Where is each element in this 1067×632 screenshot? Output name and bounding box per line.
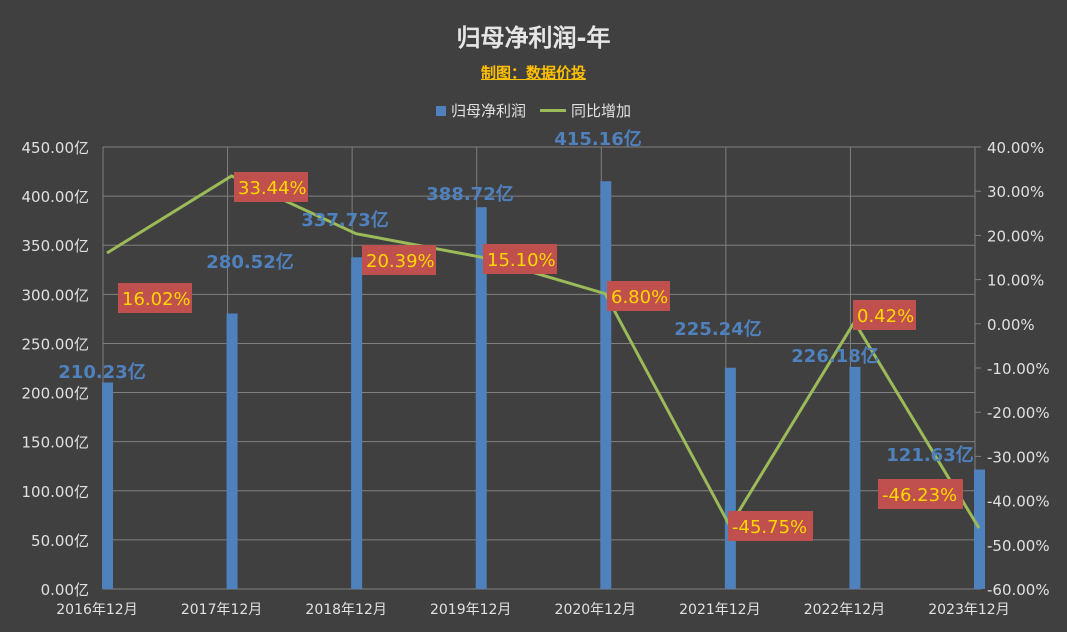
- legend-item-line[interactable]: 同比增加: [540, 100, 631, 121]
- chart-title: 归母净利润-年: [456, 24, 611, 52]
- x-tick-label: 2023年12月: [928, 602, 1009, 618]
- bar: [226, 313, 238, 589]
- x-tick-label: 2020年12月: [555, 602, 636, 618]
- yoy-data-label: 33.44%: [238, 178, 307, 199]
- yoy-data-label: 20.39%: [366, 251, 435, 272]
- bar-data-label: 388.72亿: [426, 183, 513, 205]
- legend-item-bar[interactable]: 归母净利润: [435, 100, 526, 121]
- right-tick-label: -30.00%: [987, 448, 1050, 466]
- bar: [475, 207, 487, 589]
- yoy-data-label: -46.23%: [882, 485, 957, 506]
- yoy-label-box: [118, 283, 192, 313]
- legend: 归母净利润 同比增加: [0, 100, 1067, 121]
- yoy-label-box: [607, 281, 670, 311]
- right-tick-label: -40.00%: [987, 493, 1050, 511]
- chart-subtitle: 制图：数据价投: [480, 64, 586, 82]
- yoy-label-box: [362, 245, 436, 275]
- legend-swatch-bar: [435, 105, 446, 116]
- yoy-data-label: 15.10%: [487, 250, 556, 271]
- left-tick-label: 100.00亿: [22, 483, 90, 501]
- yoy-data-label: 16.02%: [122, 289, 191, 310]
- yoy-label-box: [853, 300, 916, 330]
- right-tick-label: 0.00%: [987, 316, 1035, 334]
- right-tick-label: 30.00%: [987, 183, 1044, 201]
- legend-label: 同比增加: [571, 102, 632, 120]
- bar-data-label: 415.16亿: [554, 128, 641, 150]
- yoy-label-box: [483, 244, 557, 274]
- left-tick-label: 150.00亿: [22, 434, 90, 452]
- bar-data-label: 210.23亿: [58, 361, 145, 383]
- right-tick-label: -20.00%: [987, 404, 1050, 422]
- right-tick-label: -60.00%: [987, 581, 1050, 599]
- left-tick-label: 350.00亿: [22, 237, 90, 255]
- left-tick-label: 250.00亿: [22, 335, 90, 353]
- legend-swatch-line: [540, 109, 566, 112]
- right-tick-label: 20.00%: [987, 227, 1044, 245]
- bar-data-label: 280.52亿: [206, 251, 293, 273]
- bar: [351, 257, 363, 589]
- yoy-data-label: -45.75%: [732, 517, 807, 538]
- bar: [600, 181, 612, 589]
- bar: [102, 382, 113, 589]
- right-tick-label: 10.00%: [987, 272, 1044, 290]
- left-tick-label: 450.00亿: [22, 139, 90, 157]
- x-tick-label: 2018年12月: [305, 602, 386, 618]
- yoy-label-box: [728, 511, 813, 541]
- bar: [974, 469, 985, 589]
- bar-data-label: 121.63亿: [886, 444, 973, 466]
- right-tick-label: 40.00%: [987, 139, 1044, 157]
- left-tick-label: 400.00亿: [22, 188, 90, 206]
- bar-data-label: 337.73亿: [301, 209, 388, 231]
- bar-data-label: 226.18亿: [791, 345, 878, 367]
- legend-label: 归母净利润: [450, 102, 526, 120]
- left-tick-label: 200.00亿: [22, 385, 90, 403]
- yoy-label-box: [234, 172, 308, 202]
- left-tick-label: 50.00亿: [31, 532, 89, 550]
- right-tick-label: -50.00%: [987, 537, 1050, 555]
- bar: [724, 367, 736, 589]
- left-tick-label: 0.00亿: [41, 581, 89, 599]
- x-tick-label: 2017年12月: [181, 602, 262, 618]
- yoy-data-label: 6.80%: [611, 287, 668, 308]
- yoy-data-label: 0.42%: [857, 306, 914, 327]
- yoy-label-box: [878, 479, 963, 509]
- left-tick-label: 300.00亿: [22, 286, 90, 304]
- x-tick-label: 2019年12月: [430, 602, 511, 618]
- x-tick-label: 2016年12月: [56, 602, 137, 618]
- right-tick-label: -10.00%: [987, 360, 1050, 378]
- x-tick-label: 2021年12月: [679, 602, 760, 618]
- x-tick-label: 2022年12月: [804, 602, 885, 618]
- bar: [849, 366, 861, 589]
- bar-data-label: 225.24亿: [674, 318, 761, 340]
